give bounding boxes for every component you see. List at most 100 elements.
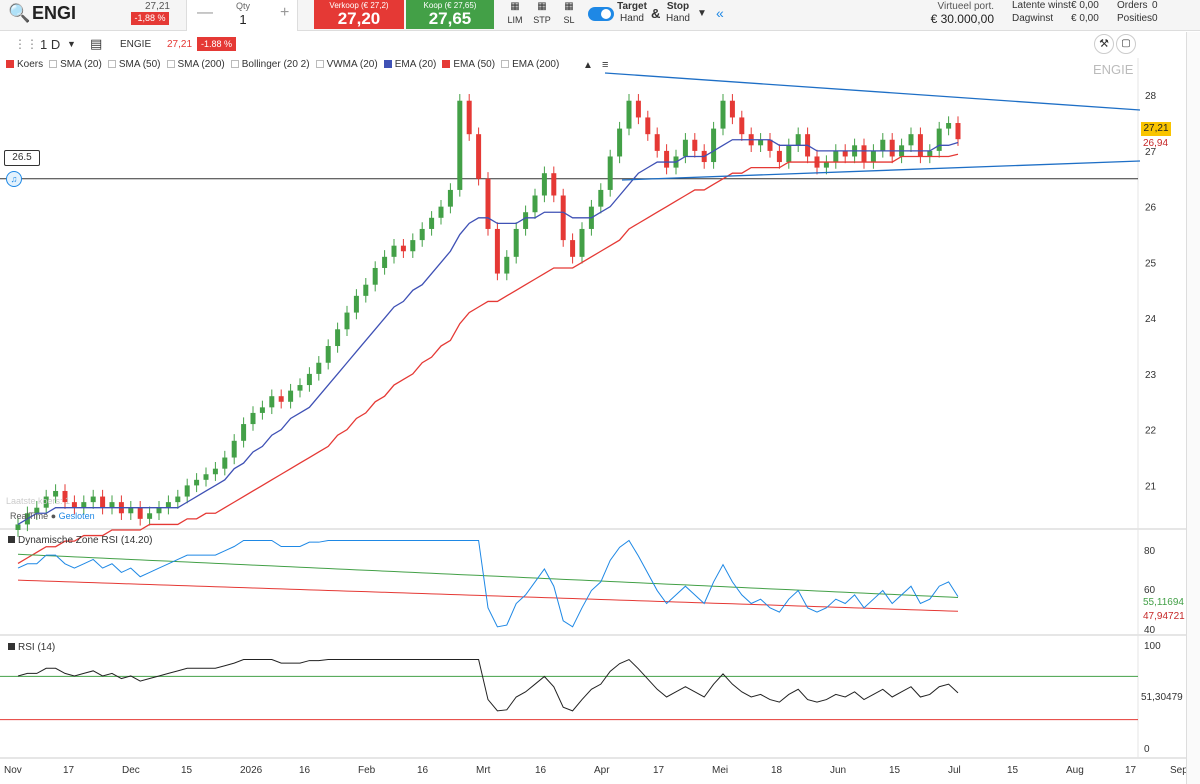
candle — [692, 139, 698, 151]
candle — [429, 217, 435, 229]
plus-icon[interactable]: + — [280, 4, 290, 21]
candle — [259, 407, 265, 413]
indicator-checkbox[interactable] — [442, 60, 451, 68]
candle — [316, 362, 322, 374]
candle — [654, 134, 660, 151]
indicator-toggle[interactable]: Bollinger (20 2) — [230, 59, 310, 70]
indicator-checkbox[interactable] — [107, 60, 116, 68]
chart-change-badge: -1.88 % — [197, 37, 236, 51]
indicator-label: SMA (200) — [177, 59, 225, 70]
candle — [297, 385, 303, 391]
candle — [391, 245, 397, 257]
indicator-toggle[interactable]: SMA (50) — [107, 59, 161, 70]
order-type-lim[interactable]: ▦ LIM — [502, 1, 528, 29]
daygain-value: € 0,00 — [1071, 13, 1099, 24]
chevron-down-icon[interactable]: ▼ — [67, 39, 76, 49]
x-tick-label: Jul — [948, 765, 961, 776]
candle — [541, 173, 547, 196]
target-mode[interactable]: Target Hand — [617, 1, 647, 25]
candle — [532, 195, 538, 213]
candle — [325, 346, 331, 363]
chart-canvas[interactable]: 28 27 26 25 24 23 22 21 Nov 17 Dec 15 2026 16 Feb 16 Mrt… — [0, 32, 1186, 784]
ema50-line — [17, 153, 959, 565]
candle — [34, 507, 40, 514]
target-stop-toggle[interactable] — [588, 7, 614, 21]
symbol-title[interactable]: ENGI — [32, 3, 77, 23]
chart-type-icon[interactable]: ▤ — [90, 36, 103, 51]
indicator-toggle[interactable]: EMA (200) — [501, 59, 559, 70]
indicator-toggle[interactable]: VWMA (20) — [315, 59, 378, 70]
pin-icon[interactable]: ▲ — [583, 60, 593, 71]
rsi-zone-title: Dynamische Zone RSI (14.20) — [8, 535, 153, 546]
indicator-toggle[interactable]: EMA (20) — [383, 59, 436, 70]
candle — [128, 507, 134, 514]
maximize-icon[interactable]: ▢ — [1116, 34, 1136, 54]
candle — [635, 100, 641, 118]
indicator-label: EMA (50) — [453, 59, 496, 70]
rsi-zone-title-text: Dynamische Zone RSI (14.20) — [18, 535, 153, 546]
indicator-checkbox[interactable] — [230, 60, 239, 68]
stop-mode[interactable]: Stop Hand — [664, 1, 692, 25]
indicator-checkbox[interactable] — [6, 60, 14, 68]
indicator-checkbox[interactable] — [383, 60, 392, 68]
right-side-panel[interactable] — [1186, 32, 1200, 784]
candle — [861, 145, 867, 163]
rsi-value: 51,30479 — [1141, 692, 1183, 703]
candle — [194, 479, 200, 486]
indicator-checkbox[interactable] — [49, 60, 58, 68]
order-sl-icon: ▦ — [564, 1, 574, 12]
candle — [363, 284, 369, 296]
chevron-down-icon[interactable]: ▼ — [697, 8, 707, 19]
order-lim-icon: ▦ — [510, 1, 520, 12]
indicator-toggle[interactable]: EMA (50) — [442, 59, 495, 70]
candle — [917, 134, 923, 157]
indicator-checkbox[interactable] — [315, 60, 324, 68]
quantity-stepper[interactable]: — Qty 1 + — [186, 0, 298, 31]
trendline-upper — [604, 72, 1141, 111]
candle — [212, 468, 218, 475]
x-tick-label: Mei — [712, 765, 728, 776]
indicator-toggle[interactable]: Koers — [6, 59, 43, 70]
indicator-label: EMA (200) — [512, 59, 560, 70]
wrench-icon[interactable]: ⚒ — [1094, 34, 1114, 54]
candle — [485, 178, 491, 229]
minus-icon[interactable]: — — [197, 4, 213, 21]
x-tick-label: 15 — [181, 765, 193, 776]
candle — [908, 134, 914, 146]
stop-sub: Hand — [666, 13, 690, 24]
candle — [457, 100, 463, 190]
list-icon[interactable]: ≡ — [602, 59, 609, 71]
sell-button[interactable]: Verkoop (€ 27,2) 27,20 — [314, 0, 404, 29]
indicator-label: SMA (50) — [118, 59, 161, 70]
candle — [494, 228, 500, 274]
candle — [53, 490, 59, 497]
candle — [81, 502, 87, 508]
indicator-toggle[interactable]: SMA (20) — [49, 59, 102, 70]
indicator-toggle[interactable]: SMA (200) — [166, 59, 225, 70]
candle — [513, 228, 519, 257]
order-type-stp[interactable]: ▦ STP — [529, 1, 555, 29]
candle — [147, 513, 153, 519]
indicator-checkbox[interactable] — [166, 60, 175, 68]
interval-select[interactable]: 1 D — [40, 37, 61, 52]
y-tick-label: 27 — [1145, 147, 1157, 158]
rsi-line — [17, 658, 959, 712]
header-price: 27,21 — [144, 1, 170, 12]
indicator-bar: Koers SMA (20) SMA (50) SMA (200) Bollinger … — [6, 59, 565, 75]
y-tick-label: 23 — [1145, 370, 1157, 381]
search-icon[interactable]: 🔍 — [8, 3, 31, 23]
indicator-checkbox[interactable] — [501, 60, 510, 68]
candle — [889, 139, 895, 157]
candle — [419, 228, 425, 241]
x-tick-label: Apr — [594, 765, 610, 776]
candle — [466, 100, 472, 135]
double-chevron-left-icon[interactable]: « — [716, 5, 724, 21]
candle — [344, 312, 350, 330]
hline-label[interactable]: 26.5 — [4, 150, 40, 166]
buy-button[interactable]: Koop (€ 27,65) 27,65 — [406, 0, 494, 29]
qty-value[interactable]: 1 — [239, 12, 247, 27]
drag-handle-icon[interactable]: ⋮⋮ — [14, 37, 38, 51]
x-tick-label: Mrt — [476, 765, 491, 776]
alert-bell-icon[interactable]: ♫ — [6, 171, 22, 187]
order-type-sl[interactable]: ▦ SL — [556, 1, 582, 29]
